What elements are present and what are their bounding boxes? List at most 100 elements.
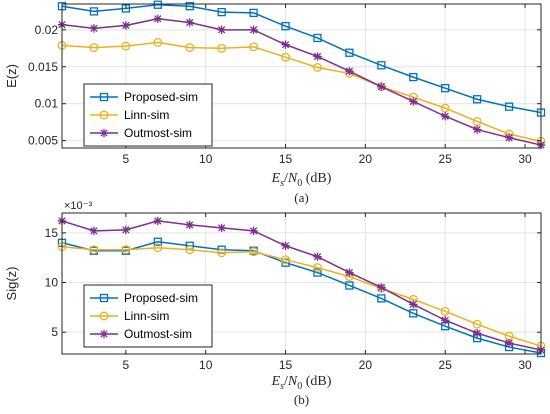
data-point [313,33,322,43]
x-tick-label: 25 [439,152,453,166]
data-point [345,268,354,277]
data-point [440,103,450,113]
y-tick-label: 15 [45,226,59,240]
data-point [249,25,258,35]
legend-label: Proposed-sim [124,90,198,104]
data-point [281,255,290,265]
y-tick-label: 0.01 [35,97,59,111]
data-point [249,247,259,257]
legend-label: Outmost-sim [124,327,192,341]
data-point [185,18,194,27]
legend-entry: Outmost-sim [90,126,192,140]
data-point [377,82,386,91]
data-point [249,8,258,18]
data-point [377,61,386,70]
data-point [121,41,131,51]
data-point [153,0,162,9]
series-line [61,41,542,143]
data-point [153,243,163,253]
x-label-lhs-sub: s [280,178,284,189]
x-tick-label: 20 [359,358,373,372]
series-line [61,3,542,114]
data-point [153,237,162,246]
y-tick-label: 0.015 [28,60,58,74]
data-point [281,52,290,62]
x-label-rhs-num: N [287,374,298,389]
legend: Proposed-sim Linn-sim Outmost-sim [83,284,213,348]
axes-box [61,212,542,355]
data-point [185,220,194,230]
x-label-lhs-num: E [271,171,281,186]
x-tick-label: 10 [199,152,213,166]
data-point [313,63,322,72]
data-point [185,2,194,11]
legend-marker [99,293,109,303]
data-point [217,25,226,35]
data-point [409,300,418,309]
data-point [281,40,290,49]
data-point [249,226,258,236]
top-panel: 5 10 15 20 25 30 0.005 0.01 0.015 0.02 E(z) Es/N0 (… [4,0,546,205]
data-point [89,7,99,16]
x-axis-label: Es/N0 (dB) [271,171,332,189]
x-label-rhs-sub: 0 [297,381,302,392]
legend-marker [99,92,109,102]
data-point [153,37,163,47]
series-line [61,241,542,354]
data-point [121,225,131,235]
legend-label: Linn-sim [124,108,169,122]
x-label-rhs-num: N [287,171,298,186]
data-point [441,84,450,93]
series-line [61,246,542,347]
x-axis-label: Es/N0 (dB) [271,374,332,392]
data-point [153,216,162,226]
x-label-rhs-sub: 0 [297,178,302,189]
data-point [472,116,482,126]
data-point [377,283,386,292]
panel-caption: (b) [294,392,309,407]
data-point [313,263,322,273]
data-point [440,306,450,316]
data-point [345,48,354,57]
data-point [313,268,322,277]
y-exponent-label: ×10⁻³ [64,200,92,212]
x-label-lhs-num: E [271,374,281,389]
data-point [185,43,195,53]
data-point [472,319,482,329]
data-point [441,316,450,325]
data-point [441,112,450,121]
data-point [377,294,386,303]
y-axis-label: Sig(z) [4,267,19,301]
series-line [61,18,542,146]
data-point [409,97,418,106]
y-tick-label: 0.02 [35,23,59,37]
data-point [345,67,354,76]
data-point [472,95,482,104]
series-outmost-sim [57,14,546,150]
legend-marker [99,110,109,120]
axes-box [61,3,542,149]
data-point [313,252,322,261]
legend-entry: Proposed-sim [90,90,198,104]
y-axis-label: E(z) [4,64,19,88]
data-point [313,52,322,61]
x-label-part: (dB) [302,374,332,389]
x-label-lhs-sub: s [280,381,284,392]
y-tick-label: 10 [45,276,59,290]
data-point [217,7,226,17]
data-point [409,72,418,82]
data-point [345,281,354,290]
x-tick-label: 15 [279,152,293,166]
data-point [121,245,131,255]
data-point [185,245,195,255]
x-tick-label: 5 [123,152,130,166]
legend-entry: Linn-sim [90,309,169,323]
data-point [504,102,514,111]
x-label-part: (dB) [302,171,332,186]
legend: Proposed-sim Linn-sim Outmost-sim [83,83,213,147]
x-tick-label: 30 [518,358,532,372]
data-point [121,21,131,30]
data-point [504,133,514,142]
